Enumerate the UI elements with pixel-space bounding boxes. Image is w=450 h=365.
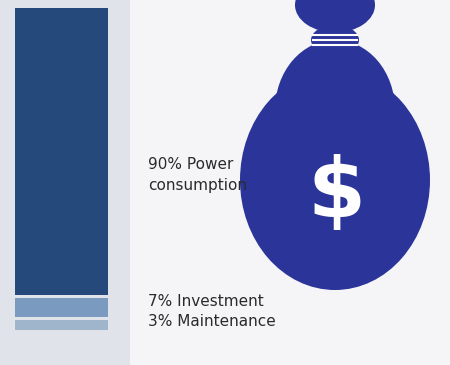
Bar (0, 0, 130, 365)
Bar (130, 0, 450, 365)
Text: 90% Power
consumption: 90% Power consumption (148, 157, 247, 193)
Text: 3% Maintenance: 3% Maintenance (148, 315, 276, 330)
Bar (15, 298, 108, 317)
Ellipse shape (240, 70, 430, 290)
Text: 7% Investment: 7% Investment (148, 295, 264, 310)
Bar (15, 320, 108, 330)
Ellipse shape (311, 25, 359, 55)
Ellipse shape (295, 0, 375, 32)
Text: $: $ (308, 154, 366, 235)
Bar (15, 8, 108, 295)
Ellipse shape (275, 40, 395, 180)
